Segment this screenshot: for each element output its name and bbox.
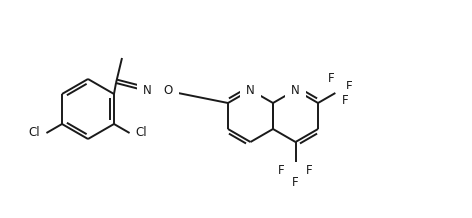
Text: F: F [342, 94, 349, 107]
Text: F: F [328, 73, 335, 85]
Text: O: O [163, 85, 173, 97]
Text: F: F [278, 164, 285, 177]
Text: N: N [246, 83, 255, 97]
Text: Cl: Cl [29, 126, 41, 140]
Text: Cl: Cl [135, 126, 147, 140]
Text: F: F [292, 175, 299, 189]
Text: N: N [291, 83, 300, 97]
Text: F: F [346, 80, 353, 94]
Text: N: N [143, 85, 152, 97]
Text: F: F [306, 164, 313, 177]
